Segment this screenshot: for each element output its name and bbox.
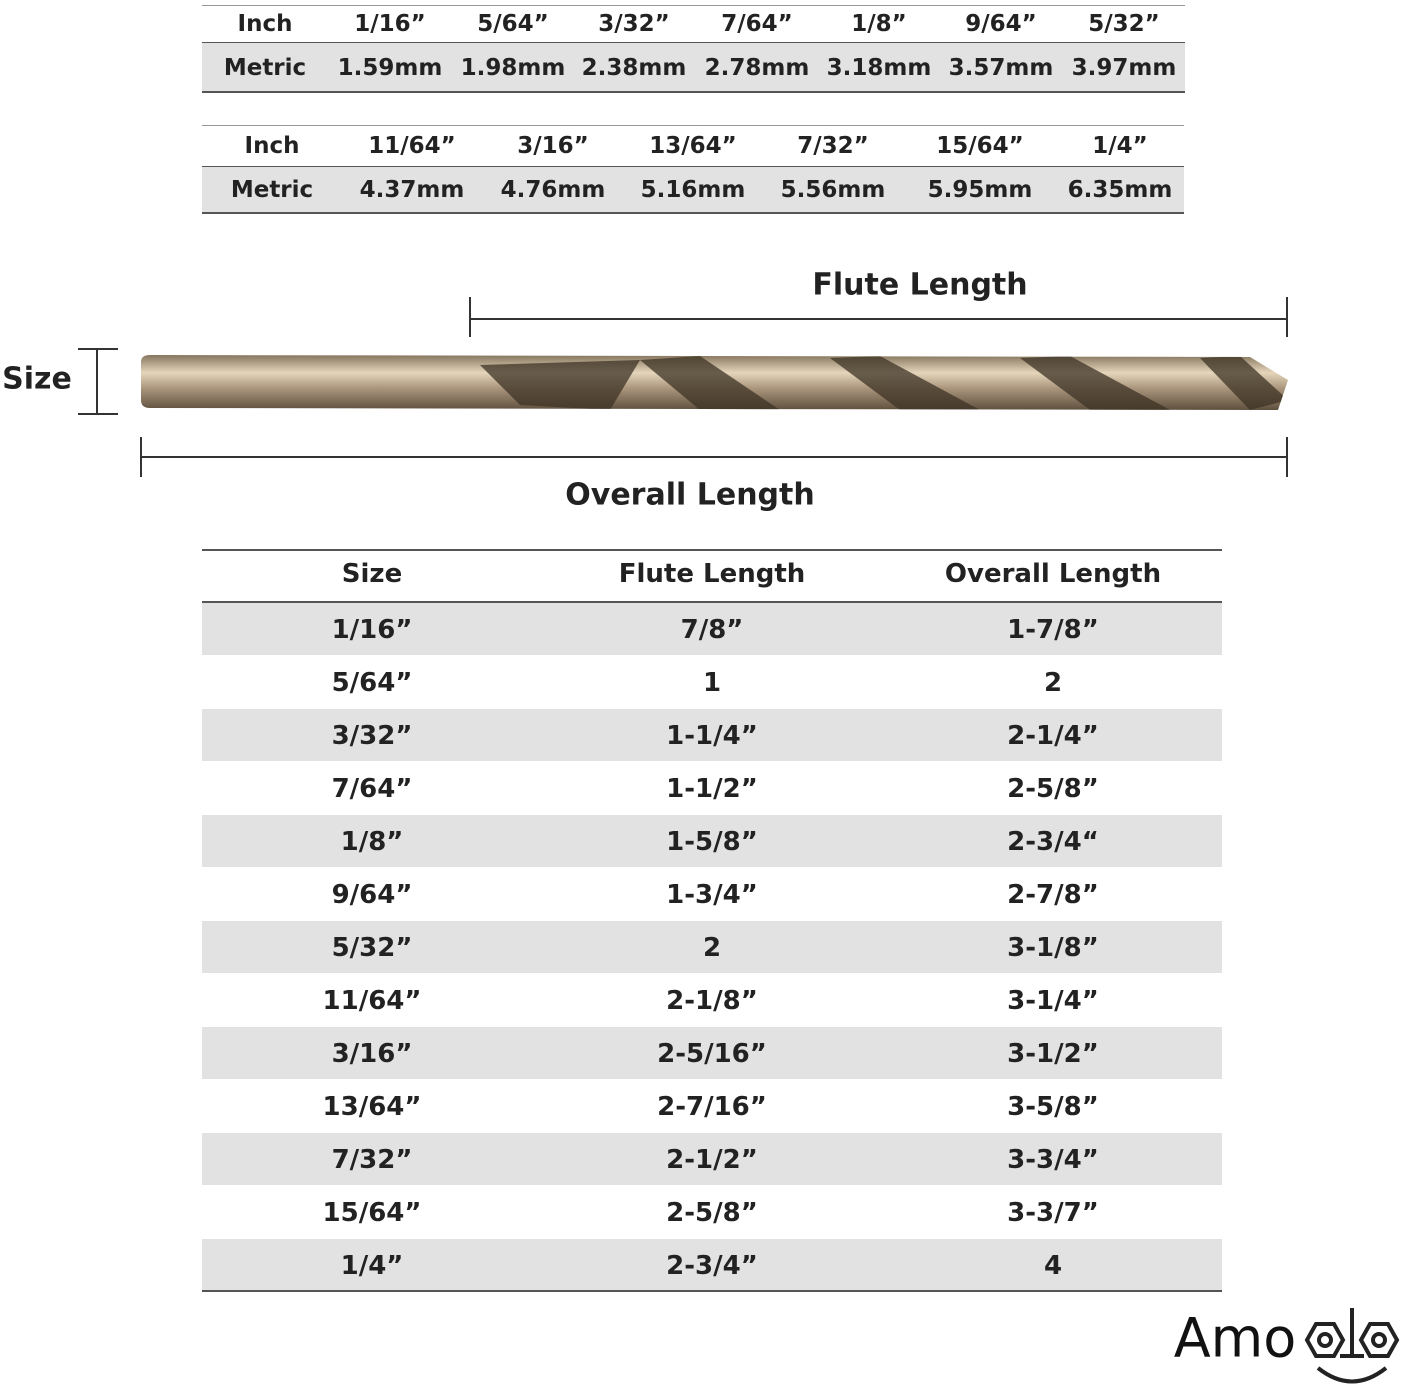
cell: 5.16mm (640, 177, 746, 203)
cell: 3.57mm (948, 54, 1054, 81)
cell: 3-5/8” (1007, 1091, 1099, 1122)
cell: 11/64” (322, 985, 422, 1016)
row-label: Metric (223, 54, 307, 81)
cell: 3.18mm (826, 54, 932, 81)
cell: 2-3/4“ (1007, 826, 1099, 857)
cell: 3-3/7” (1007, 1197, 1099, 1228)
cell: 1-3/4” (666, 879, 758, 910)
row-bg (202, 815, 1222, 867)
cell: 7/8” (680, 614, 744, 645)
cell: 2-5/8” (666, 1197, 758, 1228)
cell: 2.38mm (581, 54, 687, 81)
cell: 2.78mm (704, 54, 810, 81)
cell: 3/16” (331, 1038, 413, 1069)
row-bg (202, 603, 1222, 655)
cell: 5/32” (1088, 11, 1160, 37)
flute-label: Flute Length (812, 267, 1028, 303)
row-bg (202, 709, 1222, 761)
cell: 3.97mm (1071, 54, 1177, 81)
drill-bit (141, 355, 1288, 410)
cell: 2 (702, 932, 722, 963)
cell: 4.76mm (500, 177, 606, 203)
cell: 2-7/16” (657, 1091, 767, 1122)
cell: 1-1/2” (666, 773, 758, 804)
cell: 9/64” (965, 11, 1037, 37)
cell: 1/8” (340, 826, 404, 857)
brackets (78, 297, 1288, 477)
logo-text: Amo (1173, 1306, 1297, 1370)
cell: 3/16” (517, 133, 589, 159)
cell: 5.56mm (780, 177, 886, 203)
cell: 1.59mm (337, 54, 443, 81)
cell: 7/32” (331, 1144, 413, 1175)
cell: 9/64” (331, 879, 413, 910)
cell: 3-1/4” (1007, 985, 1099, 1016)
table-rule (202, 91, 1185, 93)
cell: 7/64” (721, 11, 793, 37)
cell: 3/32” (598, 11, 670, 37)
row-bg (202, 1239, 1222, 1291)
cell: 5.95mm (927, 177, 1033, 203)
row-label: Inch (237, 11, 293, 37)
table-rule (202, 125, 1184, 126)
cell: 3-3/4” (1007, 1144, 1099, 1175)
cell: 2-1/2” (666, 1144, 758, 1175)
cell: 3/32” (331, 720, 413, 751)
table-rule (202, 5, 1185, 6)
cell: 5/64” (477, 11, 549, 37)
cell: 2-1/4” (1007, 720, 1099, 751)
cell: 4 (1043, 1250, 1063, 1281)
cell: 15/64” (322, 1197, 422, 1228)
row-bg (202, 167, 1184, 213)
row-label: Metric (230, 177, 314, 203)
header-cell: Overall Length (944, 559, 1162, 589)
cell: 5/64” (331, 667, 413, 698)
cell: 7/64” (331, 773, 413, 804)
cell: 1/16” (354, 11, 426, 37)
cell: 2 (1043, 667, 1063, 698)
cell: 2-5/16” (657, 1038, 767, 1069)
table-rule (202, 212, 1184, 214)
header-cell: Size (341, 559, 403, 589)
cell: 3-1/8” (1007, 932, 1099, 963)
cell: 5/32” (331, 932, 413, 963)
row-bg (202, 43, 1185, 92)
cell: 1.98mm (460, 54, 566, 81)
cell: 1/8” (851, 11, 907, 37)
table-rule (202, 601, 1222, 603)
cell: 3-1/2” (1007, 1038, 1099, 1069)
cell: 2-3/4” (666, 1250, 758, 1281)
cell: 1 (702, 667, 722, 698)
cell: 15/64” (936, 133, 1024, 159)
cell: 13/64” (649, 133, 737, 159)
row-label: Inch (244, 133, 300, 159)
logo-icons (1304, 1308, 1400, 1384)
cell: 2-7/8” (1007, 879, 1099, 910)
row-bg (202, 1027, 1222, 1079)
cell: 1/16” (331, 614, 413, 645)
size-label: Size (2, 361, 72, 397)
cell: 2-1/8” (666, 985, 758, 1016)
cell: 6.35mm (1067, 177, 1173, 203)
row-bg (202, 921, 1222, 973)
cell: 11/64” (368, 133, 456, 159)
cell: 1-7/8” (1007, 614, 1099, 645)
row-bg (202, 1133, 1222, 1185)
cell: 2-5/8” (1007, 773, 1099, 804)
cell: 1-5/8” (666, 826, 758, 857)
table-rule (202, 549, 1222, 551)
header-cell: Flute Length (618, 559, 806, 589)
overall-label: Overall Length (565, 477, 815, 513)
cell: 13/64” (322, 1091, 422, 1122)
cell: 4.37mm (359, 177, 465, 203)
table-rule (202, 1290, 1222, 1292)
cell: 1-1/4” (666, 720, 758, 751)
cell: 7/32” (797, 133, 869, 159)
cell: 1/4” (1092, 133, 1148, 159)
cell: 1/4” (340, 1250, 404, 1281)
